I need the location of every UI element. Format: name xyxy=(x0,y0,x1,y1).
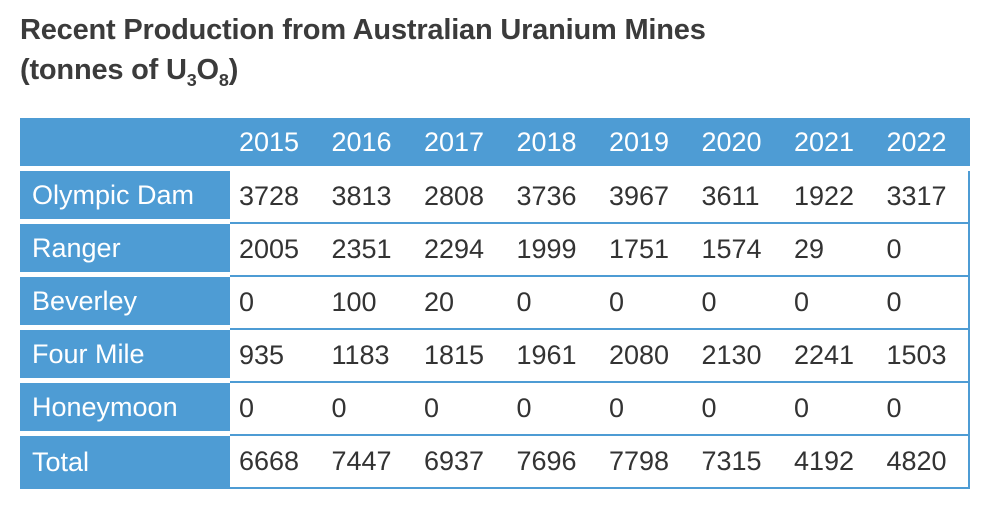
data-cell: 100 xyxy=(322,277,415,330)
data-cell: 7447 xyxy=(322,436,415,489)
table-row-total: Total 6668 7447 6937 7696 7798 7315 4192… xyxy=(20,436,970,489)
corner-cell xyxy=(20,118,230,171)
year-header: 2021 xyxy=(785,118,878,171)
year-header: 2020 xyxy=(692,118,785,171)
data-cell: 0 xyxy=(415,383,508,436)
row-label: Honeymoon xyxy=(20,383,230,436)
title-line-1: Recent Production from Australian Uraniu… xyxy=(20,14,706,46)
data-cell: 3967 xyxy=(600,171,693,224)
data-cell: 1503 xyxy=(877,330,970,383)
data-cell: 0 xyxy=(877,224,970,277)
year-header-row: 2015 2016 2017 2018 2019 2020 2021 2022 xyxy=(20,118,970,171)
year-header: 2022 xyxy=(877,118,970,171)
data-cell: 2080 xyxy=(600,330,693,383)
table-row: Honeymoon 0 0 0 0 0 0 0 0 xyxy=(20,383,970,436)
data-cell: 2294 xyxy=(415,224,508,277)
row-label: Olympic Dam xyxy=(20,171,230,224)
data-cell: 3728 xyxy=(230,171,323,224)
data-cell: 1183 xyxy=(322,330,415,383)
data-cell: 2808 xyxy=(415,171,508,224)
data-cell: 2241 xyxy=(785,330,878,383)
data-cell: 3317 xyxy=(877,171,970,224)
year-header: 2019 xyxy=(600,118,693,171)
data-cell: 1574 xyxy=(692,224,785,277)
data-cell: 0 xyxy=(600,383,693,436)
data-cell: 29 xyxy=(785,224,878,277)
data-cell: 3611 xyxy=(692,171,785,224)
data-cell: 2351 xyxy=(322,224,415,277)
year-header: 2016 xyxy=(322,118,415,171)
year-header: 2015 xyxy=(230,118,323,171)
data-cell: 6937 xyxy=(415,436,508,489)
data-cell: 1961 xyxy=(507,330,600,383)
table-header: 2015 2016 2017 2018 2019 2020 2021 2022 xyxy=(20,118,970,171)
year-header: 2018 xyxy=(507,118,600,171)
data-cell: 6668 xyxy=(230,436,323,489)
data-cell: 7315 xyxy=(692,436,785,489)
data-cell: 0 xyxy=(785,383,878,436)
data-cell: 0 xyxy=(692,383,785,436)
production-table: 2015 2016 2017 2018 2019 2020 2021 2022 … xyxy=(20,118,970,489)
data-cell: 0 xyxy=(600,277,693,330)
data-cell: 0 xyxy=(507,277,600,330)
data-cell: 3813 xyxy=(322,171,415,224)
data-cell: 20 xyxy=(415,277,508,330)
data-cell: 4820 xyxy=(877,436,970,489)
title-line-2: (tonnes of U3O8) xyxy=(20,54,239,90)
row-label: Total xyxy=(20,436,230,489)
data-cell: 1751 xyxy=(600,224,693,277)
data-cell: 3736 xyxy=(507,171,600,224)
data-cell: 0 xyxy=(507,383,600,436)
data-cell: 0 xyxy=(785,277,878,330)
subscript-8: 8 xyxy=(218,69,229,90)
page-title: Recent Production from Australian Uraniu… xyxy=(20,10,1002,90)
table-row: Olympic Dam 3728 3813 2808 3736 3967 361… xyxy=(20,171,970,224)
row-label: Beverley xyxy=(20,277,230,330)
table-row: Ranger 2005 2351 2294 1999 1751 1574 29 … xyxy=(20,224,970,277)
data-cell: 1999 xyxy=(507,224,600,277)
data-cell: 0 xyxy=(230,277,323,330)
data-cell: 0 xyxy=(877,277,970,330)
row-label: Ranger xyxy=(20,224,230,277)
table-row: Beverley 0 100 20 0 0 0 0 0 xyxy=(20,277,970,330)
data-cell: 4192 xyxy=(785,436,878,489)
data-cell: 0 xyxy=(877,383,970,436)
table-row: Four Mile 935 1183 1815 1961 2080 2130 2… xyxy=(20,330,970,383)
data-cell: 1815 xyxy=(415,330,508,383)
data-cell: 0 xyxy=(322,383,415,436)
data-cell: 7696 xyxy=(507,436,600,489)
data-cell: 7798 xyxy=(600,436,693,489)
data-cell: 0 xyxy=(230,383,323,436)
data-cell: 2130 xyxy=(692,330,785,383)
data-cell: 0 xyxy=(692,277,785,330)
year-header: 2017 xyxy=(415,118,508,171)
data-cell: 2005 xyxy=(230,224,323,277)
data-cell: 935 xyxy=(230,330,323,383)
data-cell: 1922 xyxy=(785,171,878,224)
subscript-3: 3 xyxy=(186,69,197,90)
row-label: Four Mile xyxy=(20,330,230,383)
